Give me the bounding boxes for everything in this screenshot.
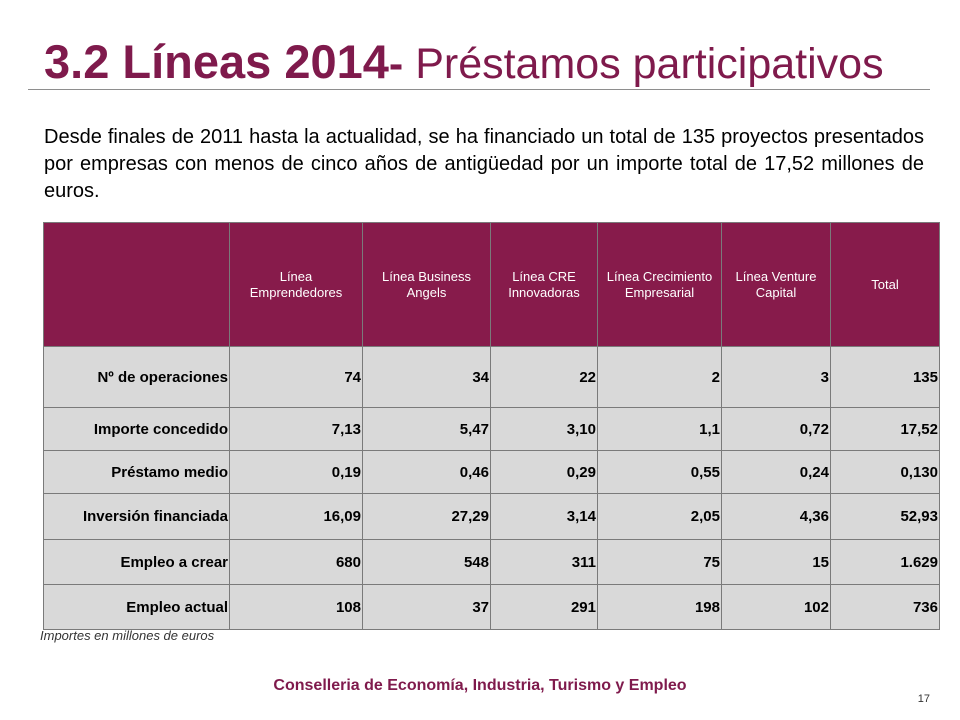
table-cell: 3,10 [490, 407, 598, 451]
table-cell: 0,55 [597, 450, 722, 494]
table-cell: 74 [229, 346, 363, 408]
title-divider [28, 89, 930, 90]
table-cell: 16,09 [229, 493, 363, 540]
intro-paragraph: Desde finales de 2011 hasta la actualida… [44, 126, 924, 202]
table-cell: 34 [362, 346, 491, 408]
units-note: Importes en millones de euros [40, 628, 215, 643]
table-cell: 75 [597, 539, 722, 585]
table-corner-cell [43, 222, 230, 347]
table-cell: 22 [490, 346, 598, 408]
table-cell: 7,13 [229, 407, 363, 451]
table-cell: 17,52 [830, 407, 940, 451]
table-cell: 0,29 [490, 450, 598, 494]
page-number: 17 [917, 693, 930, 705]
title-bold-part: 3.2 Líneas 2014 [44, 35, 389, 88]
table-cell: 0,24 [721, 450, 831, 494]
table-cell: 37 [362, 584, 491, 630]
table-header-row: Línea Emprendedores Línea Business Angel… [43, 222, 940, 347]
table-cell: 198 [597, 584, 722, 630]
table-row: Empleo a crear 680 548 311 75 15 1.629 [43, 539, 940, 585]
table-cell: 1.629 [830, 539, 940, 585]
table-row: Nº de operaciones 74 34 22 2 3 135 [43, 346, 940, 408]
table-cell: 0,46 [362, 450, 491, 494]
table-cell: 52,93 [830, 493, 940, 540]
page-title: 3.2 Líneas 2014- Préstamos participativo… [44, 38, 884, 86]
table-cell: 3,14 [490, 493, 598, 540]
table-cell: 5,47 [362, 407, 491, 451]
footer-organization: Conselleria de Economía, Industria, Turi… [273, 677, 687, 694]
column-header: Línea Business Angels [362, 222, 491, 347]
column-header: Línea CRE Innovadoras [490, 222, 598, 347]
table-row: Empleo actual 108 37 291 198 102 736 [43, 584, 940, 630]
column-header: Total [830, 222, 940, 347]
column-header: Línea Crecimiento Empresarial [597, 222, 722, 347]
table-cell: 102 [721, 584, 831, 630]
table-cell: 3 [721, 346, 831, 408]
table-cell: 2 [597, 346, 722, 408]
loans-table: Línea Emprendedores Línea Business Angel… [43, 222, 940, 630]
table-cell: 15 [721, 539, 831, 585]
table-cell: 680 [229, 539, 363, 585]
row-label: Empleo a crear [43, 539, 230, 585]
table-cell: 1,1 [597, 407, 722, 451]
table-cell: 311 [490, 539, 598, 585]
table-row: Inversión financiada 16,09 27,29 3,14 2,… [43, 493, 940, 540]
column-header: Línea Venture Capital [721, 222, 831, 347]
table-row: Importe concedido 7,13 5,47 3,10 1,1 0,7… [43, 407, 940, 451]
column-header: Línea Emprendedores [229, 222, 363, 347]
table-cell: 27,29 [362, 493, 491, 540]
table-cell: 4,36 [721, 493, 831, 540]
row-label: Nº de operaciones [43, 346, 230, 408]
table-cell: 736 [830, 584, 940, 630]
table-cell: 135 [830, 346, 940, 408]
table-cell: 291 [490, 584, 598, 630]
table-cell: 548 [362, 539, 491, 585]
table-cell: 2,05 [597, 493, 722, 540]
table-cell: 0,72 [721, 407, 831, 451]
row-label: Importe concedido [43, 407, 230, 451]
table-row: Préstamo medio 0,19 0,46 0,29 0,55 0,24 … [43, 450, 940, 494]
table-cell: 0,19 [229, 450, 363, 494]
title-dash: - [388, 40, 416, 88]
row-label: Inversión financiada [43, 493, 230, 540]
row-label: Empleo actual [43, 584, 230, 630]
table-cell: 0,130 [830, 450, 940, 494]
table-cell: 108 [229, 584, 363, 630]
title-subtitle: Préstamos participativos [415, 40, 884, 88]
row-label: Préstamo medio [43, 450, 230, 494]
